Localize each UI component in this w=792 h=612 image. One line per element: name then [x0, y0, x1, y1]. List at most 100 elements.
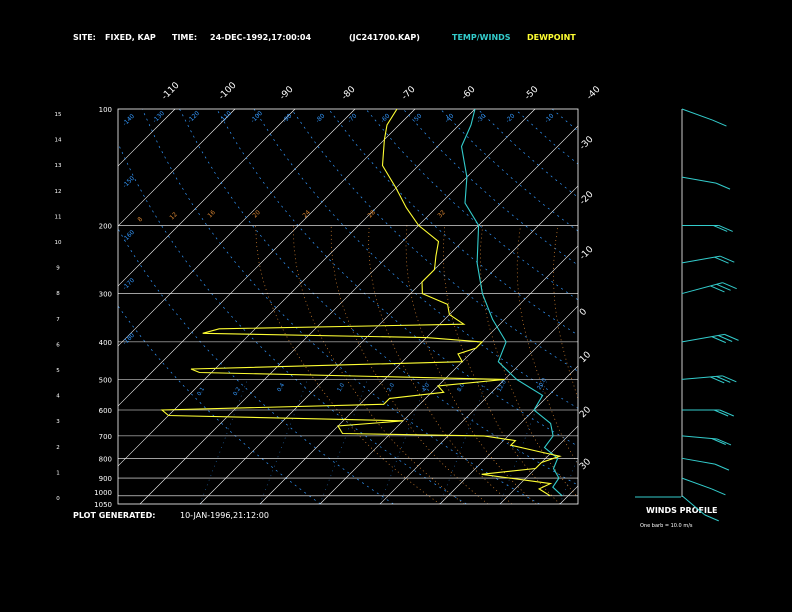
- dry-adiabat-line: [216, 109, 578, 447]
- height-tick-label: 0: [56, 496, 60, 502]
- pressure-tick-label: 1000: [94, 489, 112, 497]
- moist-adiabat-label: 28: [366, 209, 376, 219]
- temperature-top-label: -40: [585, 84, 603, 102]
- mixing-ratio-label: 0.2: [233, 386, 243, 397]
- moist-adiabat-line: [255, 225, 441, 504]
- pressure-tick-label: 100: [99, 106, 112, 114]
- mixing-ratio-line: [439, 379, 488, 504]
- height-tick-label: 4: [56, 394, 60, 400]
- wind-barb-staff: [681, 108, 713, 121]
- dry-adiabat-label: -150: [121, 175, 136, 190]
- temperature-right-label: 10: [578, 350, 593, 365]
- isotherm-line: [740, 109, 792, 504]
- dry-adiabat-line: [141, 109, 540, 504]
- wind-barb-feather: [713, 224, 728, 232]
- isotherm-line: [139, 109, 536, 504]
- dry-adiabat-line: [440, 109, 578, 232]
- isotherm-line: [118, 109, 416, 407]
- moist-adiabat-label: 12: [168, 211, 178, 221]
- wind-barb-feather: [719, 409, 734, 417]
- isotherm-line: [319, 245, 578, 504]
- moist-adiabat-line: [553, 225, 578, 400]
- pressure-tick-label: 200: [99, 222, 112, 230]
- mixing-ratio-line: [259, 379, 308, 504]
- dry-adiabat-line: [589, 109, 792, 504]
- wind-barb-feather: [717, 335, 733, 342]
- dry-adiabat-line: [179, 109, 578, 486]
- pressure-tick-label: 700: [99, 433, 112, 441]
- site-value: FIXED, KAP: [105, 33, 156, 42]
- dry-adiabat-label: -10: [543, 112, 555, 124]
- dry-adiabat-line: [664, 109, 792, 504]
- file-id: (JC241700.KAP): [349, 33, 420, 42]
- wind-barb-staff: [681, 333, 725, 343]
- dry-adiabat-label: -100: [249, 110, 264, 125]
- mixing-ratio-label: 12.0: [497, 379, 509, 393]
- height-tick-label: 14: [55, 138, 62, 144]
- dry-adiabat-label: -60: [379, 112, 391, 124]
- time-value: 24-DEC-1992,17:00:04: [210, 33, 312, 42]
- wind-barb-feather: [720, 255, 735, 263]
- temperature-right-label: 20: [578, 405, 593, 420]
- mixing-ratio-line: [319, 379, 368, 504]
- dry-adiabat-label: -110: [218, 110, 233, 125]
- mixing-ratio-label: 1.0: [337, 382, 347, 393]
- legend-dewpoint: DEWPOINT: [527, 33, 576, 42]
- height-tick-label: 8: [56, 291, 60, 297]
- wind-barb-staff: [681, 457, 716, 465]
- wind-barb-staff: [681, 176, 717, 184]
- pressure-tick-label: 400: [99, 339, 112, 347]
- moist-adiabat-line: [588, 225, 656, 504]
- temperature-top-label: -100: [217, 80, 239, 102]
- pressure-tick-label: 800: [99, 455, 112, 463]
- moist-adiabat-label: 24: [301, 209, 311, 219]
- dry-adiabat-label: -30: [475, 112, 487, 124]
- wind-barb-feather: [714, 463, 730, 471]
- moist-adiabat-label: 16: [206, 209, 216, 219]
- isotherm-line: [199, 125, 578, 504]
- dry-adiabat-line: [551, 109, 578, 132]
- temperature-right-label: -20: [578, 189, 596, 207]
- dry-adiabat-label: -130: [151, 110, 166, 125]
- moist-adiabat-line: [368, 225, 513, 504]
- wind-barb-feather: [722, 282, 737, 290]
- wind-profile: [635, 108, 739, 522]
- pressure-tick-label: 1050: [94, 501, 112, 509]
- dry-adiabat-label: -40: [443, 112, 455, 124]
- dry-adiabat-line: [118, 141, 467, 504]
- winds-barb-note: One barb = 10.0 m/s: [640, 523, 693, 529]
- temperature-right-label: 0: [578, 307, 589, 318]
- wind-barb-feather: [710, 376, 725, 384]
- height-tick-label: 1: [56, 470, 60, 476]
- temperature-top-label: -110: [160, 80, 182, 102]
- legend-temp-winds: TEMP/WINDS: [452, 33, 511, 42]
- temperature-top-label: -80: [340, 84, 358, 102]
- height-tick-label: 11: [55, 214, 62, 220]
- wind-barb-feather: [716, 283, 731, 291]
- dry-adiabat-label: -80: [314, 112, 326, 124]
- moist-adiabat-line: [292, 225, 465, 504]
- temperature-right-label: 30: [578, 457, 593, 472]
- wind-barb-feather: [716, 438, 732, 446]
- dry-adiabat-label: -140: [121, 113, 136, 128]
- sounding-traces: [160, 109, 563, 497]
- wind-barb-staff: [681, 435, 718, 440]
- height-tick-label: 3: [56, 419, 60, 425]
- moist-adiabat-line: [652, 225, 704, 504]
- moist-adiabat-line: [709, 225, 752, 504]
- moist-adiabat-label: 32: [436, 209, 446, 219]
- temperature-top-label: -90: [278, 84, 296, 102]
- isotherm-line: [118, 109, 176, 167]
- temperature-right-label: -30: [578, 134, 596, 152]
- dry-adiabat-line: [365, 109, 578, 301]
- height-tick-label: 10: [55, 240, 62, 246]
- isotherm-line: [439, 365, 578, 504]
- height-tick-label: 13: [55, 163, 62, 169]
- moist-adiabat-line: [479, 225, 578, 498]
- mixing-ratio-label: 4.0: [422, 382, 432, 393]
- isotherm-line: [118, 109, 236, 227]
- isotherm-line: [118, 109, 356, 347]
- mixing-ratio-line: [559, 455, 578, 504]
- isotherm-line: [559, 485, 578, 504]
